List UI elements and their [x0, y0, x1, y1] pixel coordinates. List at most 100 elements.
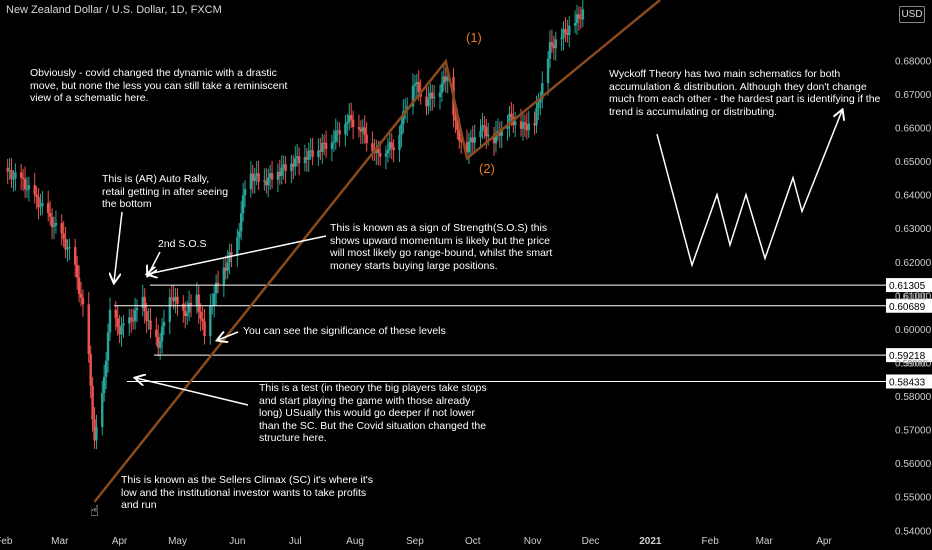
- y-tick-label: 0.61000: [895, 291, 932, 302]
- candle-body: [498, 130, 502, 136]
- price-axis[interactable]: 0.68000 0.67000 0.66000 0.65000 0.64000 0.630…: [895, 56, 932, 537]
- y-tick-label: 0.59000: [895, 358, 932, 369]
- candle-body: [12, 178, 15, 180]
- candle-body: [131, 320, 135, 322]
- candle-body: [566, 32, 569, 36]
- candle-body: [446, 77, 449, 81]
- candle-body: [552, 44, 556, 49]
- candle-body: [413, 84, 417, 86]
- currency-badge[interactable]: USD: [899, 6, 925, 23]
- candle-body: [560, 37, 563, 40]
- candle-body: [346, 121, 349, 124]
- candle-body: [519, 121, 523, 129]
- candle-body: [469, 137, 473, 142]
- candle-body: [265, 180, 268, 186]
- candle-body: [222, 267, 226, 285]
- candle-body: [338, 130, 341, 135]
- candle-body: [467, 141, 471, 153]
- candle-body: [525, 124, 529, 131]
- candle-body: [295, 156, 299, 159]
- y-tick-fragment: 0.61000: [895, 291, 928, 301]
- candle-body: [363, 127, 366, 135]
- candle-body: [371, 143, 374, 152]
- time-axis[interactable]: Feb Mar Apr May Jun Jul Aug Sep Oct Nov Dec 2021 Feb…: [0, 536, 832, 547]
- candle-body: [249, 173, 253, 190]
- candle-body: [297, 156, 301, 164]
- candle-body: [336, 130, 339, 132]
- candle-body: [533, 123, 536, 126]
- wave-trendline: [93, 58, 469, 503]
- y-tick-label: 0.64000: [895, 191, 932, 202]
- candle-body: [321, 142, 324, 152]
- candle-body: [425, 96, 428, 107]
- candle-body: [579, 18, 583, 20]
- candle-body: [251, 173, 254, 182]
- candle-body: [465, 141, 469, 153]
- candle-body: [95, 426, 98, 441]
- candle-body: [199, 311, 202, 319]
- candle-body: [14, 172, 17, 179]
- candle-body: [290, 163, 293, 172]
- candle-body: [521, 122, 525, 129]
- candle-body: [485, 126, 488, 137]
- candle-body: [427, 98, 430, 107]
- wyckoff-note: Wyckoff Theory has two main schematics f…: [609, 68, 881, 118]
- price-level-tag: [886, 348, 932, 363]
- candle-body: [282, 164, 285, 168]
- x-tick-label: 2021: [639, 536, 662, 547]
- candle-body: [268, 173, 272, 178]
- candle-body: [141, 296, 144, 308]
- y-tick-label: 0.63000: [895, 224, 932, 235]
- candle-body: [523, 122, 527, 125]
- candle-body: [162, 321, 166, 327]
- price-level-label: 0.59218: [889, 351, 926, 362]
- candle-body: [492, 134, 496, 144]
- candle-body: [386, 149, 390, 154]
- candle-body: [319, 150, 322, 152]
- y-tick-label: 0.60000: [895, 325, 932, 336]
- price-level-label: 0.60689: [889, 302, 926, 313]
- price-level-tag: [886, 374, 932, 389]
- x-tick-label: Jul: [289, 536, 302, 547]
- candle-body: [60, 222, 63, 234]
- candle-body: [537, 102, 540, 109]
- candle-body: [19, 172, 23, 178]
- x-tick-label: Apr: [816, 536, 832, 547]
- candle-body: [81, 297, 85, 305]
- candle-body: [292, 163, 295, 167]
- candle-body: [263, 180, 266, 182]
- y-tick-label: 0.57000: [895, 426, 932, 437]
- candle-body: [510, 113, 513, 117]
- trendlines: [93, 0, 661, 503]
- candle-body: [89, 354, 92, 386]
- candle-body: [562, 29, 565, 38]
- candle-body: [33, 185, 36, 195]
- wave-2-label: (2): [479, 161, 495, 176]
- candle-body: [417, 81, 420, 92]
- candle-body: [62, 233, 65, 239]
- candle-body: [568, 25, 571, 36]
- auto-rally-arrow: [114, 211, 123, 282]
- auto-rally-note: This is (AR) Auto Rally, retail getting …: [102, 173, 229, 210]
- y-tick-label: 0.54000: [895, 526, 932, 537]
- candle-body: [348, 115, 351, 122]
- price-level-label: 0.58433: [889, 377, 926, 388]
- candle-body: [460, 140, 463, 142]
- candle-body: [471, 137, 474, 143]
- candle-body: [280, 167, 283, 176]
- candle-body: [203, 321, 206, 337]
- candle-body: [224, 267, 227, 271]
- candle-body: [48, 212, 52, 217]
- candle-body: [539, 99, 542, 103]
- candle-body: [334, 130, 337, 142]
- candle-body: [332, 141, 336, 143]
- candle-body: [143, 296, 146, 312]
- wave-1-label: (1): [466, 30, 482, 45]
- candle-body: [8, 170, 11, 172]
- candle-body: [473, 137, 476, 143]
- candle-body: [47, 202, 50, 213]
- x-tick-label: Feb: [0, 536, 13, 547]
- price-levels: 0.61305 0.60689 0.59218 0.58433: [114, 278, 932, 389]
- candle-body: [212, 293, 216, 306]
